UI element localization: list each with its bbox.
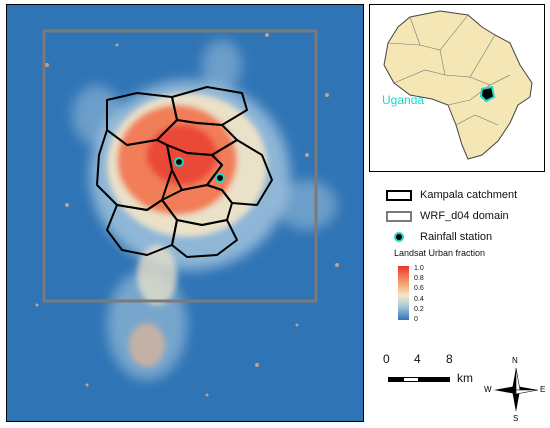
legend-item-station: Rainfall station [386,229,492,245]
urban-fraction-colorbar [398,266,409,320]
scale-bar-segment [403,377,419,382]
colorbar-tick: 0.2 [414,306,424,313]
domain-swatch [386,210,412,222]
kampala-catchments [96,86,273,258]
legend-item-domain: WRF_d04 domain [386,208,509,224]
compass-north: N [512,356,518,365]
legend-item-catchment: Kampala catchment [386,187,517,203]
urban-fraction-map [6,4,364,422]
uganda-label: Uganda [382,93,425,107]
scale-bar-segment [388,377,404,382]
settlement-speckles [35,33,339,397]
colorbar-title: Landsat Urban fraction [394,248,486,258]
africa-inset-map: Uganda [369,4,545,172]
colorbar-tick: 0 [414,316,418,323]
catchment-swatch [386,189,412,201]
station-swatch-icon [394,232,404,242]
colorbar-tick: 0.4 [414,296,424,303]
legend-label: Rainfall station [420,231,493,243]
colorbar-tick: 1.0 [414,265,424,272]
rainfall-station-marker [174,157,184,167]
rainfall-station-marker [215,173,225,183]
colorbar-tick: 0.6 [414,285,424,292]
legend-label: WRF_d04 domain [420,210,509,222]
compass-rose-icon: N S E W [484,356,546,423]
legend-label: Kampala catchment [420,189,518,201]
rainfall-stations [174,157,225,183]
scale-tick-8: 8 [446,352,453,366]
compass-east: E [540,385,546,394]
uganda-highlight [479,85,496,103]
africa-inset-canvas [370,5,544,171]
scale-tick-4: 4 [414,352,421,366]
compass-west: W [484,385,492,394]
scale-bar-segment [418,377,450,382]
compass-south: S [513,414,519,423]
colorbar-tick: 0.8 [414,275,424,282]
scale-unit: km [457,371,473,385]
wrf-d04-domain-box [42,29,318,303]
scale-tick-0: 0 [383,352,390,366]
map-canvas [7,5,363,421]
africa-continent [383,10,533,160]
